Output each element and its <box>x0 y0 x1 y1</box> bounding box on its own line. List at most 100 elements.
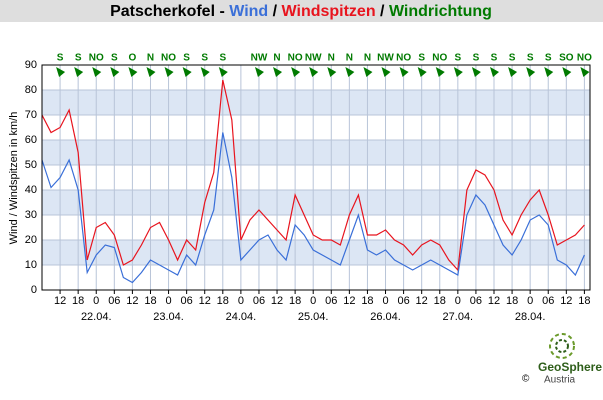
x-day-label: 24.04. <box>226 311 257 323</box>
direction-arrow <box>417 67 427 77</box>
direction-arrow <box>381 67 391 77</box>
direction-label: NO <box>161 53 176 64</box>
grid-band <box>42 240 590 265</box>
direction-arrow <box>562 67 572 77</box>
grid-band <box>42 140 590 165</box>
logo-mark <box>555 339 569 353</box>
y-tick-label: 60 <box>25 134 37 146</box>
direction-arrow <box>453 67 463 77</box>
direction-label: NO <box>432 53 447 64</box>
x-day-label: 27.04. <box>443 311 474 323</box>
direction-arrow <box>471 67 481 77</box>
x-tick-label: 18 <box>72 295 84 307</box>
x-tick-label: 06 <box>181 295 193 307</box>
x-tick-label: 18 <box>361 295 373 307</box>
x-day-label: 26.04. <box>370 311 401 323</box>
title-direction: Windrichtung <box>389 3 492 20</box>
x-tick-label: 12 <box>416 295 428 307</box>
direction-label: S <box>57 53 64 64</box>
title-sep: / <box>376 3 389 20</box>
direction-arrow <box>580 67 590 77</box>
y-tick-label: 0 <box>31 284 37 296</box>
x-tick-label: 0 <box>382 295 388 307</box>
x-tick-label: 06 <box>108 295 120 307</box>
direction-label: NO <box>288 53 303 64</box>
direction-arrow <box>327 67 337 77</box>
y-tick-label: 10 <box>25 259 37 271</box>
direction-label: N <box>147 53 154 64</box>
direction-label: S <box>473 53 480 64</box>
title-bar <box>0 0 603 22</box>
direction-label: NO <box>89 53 104 64</box>
direction-arrow <box>363 67 373 77</box>
logo-sub: Austria <box>544 375 576 386</box>
y-tick-label: 80 <box>25 84 37 96</box>
direction-label: N <box>328 53 335 64</box>
x-day-label: 22.04. <box>81 311 112 323</box>
title-text: Patscherkofel - <box>110 3 229 20</box>
y-tick-label: 90 <box>25 59 37 71</box>
x-tick-label: 12 <box>126 295 138 307</box>
direction-arrow <box>146 67 156 77</box>
direction-arrow <box>526 67 536 77</box>
direction-arrow <box>56 67 66 77</box>
x-tick-label: 18 <box>434 295 446 307</box>
grid-band <box>42 190 590 215</box>
direction-arrow <box>399 67 409 77</box>
plot-area <box>41 64 590 291</box>
direction-arrow <box>544 67 554 77</box>
line-series <box>41 79 585 272</box>
title-sep: / <box>268 3 281 20</box>
x-tick-label: 12 <box>199 295 211 307</box>
direction-arrow <box>164 67 174 77</box>
direction-label: NO <box>577 53 592 64</box>
direction-arrow <box>128 67 138 77</box>
x-tick-label: 0 <box>165 295 171 307</box>
direction-arrow <box>273 67 283 77</box>
direction-label: NW <box>305 53 322 64</box>
direction-label: NW <box>377 53 394 64</box>
title-wind: Wind <box>229 3 268 20</box>
direction-arrow <box>291 67 301 77</box>
x-tick-label: 06 <box>542 295 554 307</box>
x-tick-label: 06 <box>325 295 337 307</box>
x-tick-label: 18 <box>578 295 590 307</box>
x-tick-label: 12 <box>271 295 283 307</box>
direction-label: N <box>273 53 280 64</box>
y-tick-label: 30 <box>25 209 37 221</box>
direction-label: S <box>201 53 208 64</box>
logo-name: GeoSphere <box>538 360 602 374</box>
x-tick-label: 0 <box>455 295 461 307</box>
direction-label: NO <box>396 53 411 64</box>
direction-arrow <box>490 67 499 77</box>
direction-arrow <box>110 67 120 77</box>
chart-title: Patscherkofel - Wind / Windspitzen / Win… <box>110 3 492 20</box>
direction-label: N <box>364 53 371 64</box>
direction-arrow <box>74 67 84 77</box>
direction-arrow <box>508 67 518 77</box>
direction-label: S <box>111 53 118 64</box>
direction-label: S <box>491 53 498 64</box>
x-tick-label: 12 <box>488 295 500 307</box>
direction-arrow <box>435 67 445 77</box>
direction-label: S <box>219 53 226 64</box>
x-day-label: 23.04. <box>153 311 184 323</box>
line-series <box>41 132 585 284</box>
y-tick-label: 40 <box>25 184 37 196</box>
y-tick-label: 70 <box>25 109 37 121</box>
logo: GeoSphere © Austria <box>522 333 602 386</box>
y-tick-label: 20 <box>25 234 37 246</box>
plot-frame <box>41 64 591 291</box>
direction-label: S <box>455 53 462 64</box>
direction-label: S <box>418 53 425 64</box>
x-tick-label: 18 <box>144 295 156 307</box>
direction-label: SO <box>559 53 574 64</box>
title-gust: Windspitzen <box>282 3 376 20</box>
x-day-label: 25.04. <box>298 311 329 323</box>
x-tick-label: 0 <box>527 295 533 307</box>
direction-label: S <box>527 53 534 64</box>
x-tick-label: 0 <box>93 295 99 307</box>
direction-arrow <box>309 67 319 77</box>
